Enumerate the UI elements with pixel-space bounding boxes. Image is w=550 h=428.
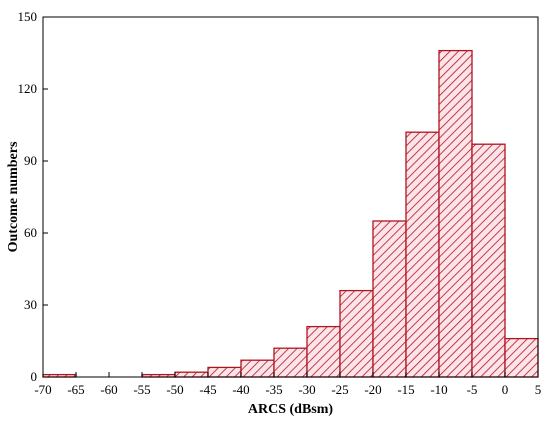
x-tick-label: -20: [364, 382, 381, 397]
x-tick-label: -35: [265, 382, 282, 397]
x-tick-label: -60: [100, 382, 117, 397]
histogram-bar: [207, 366, 242, 378]
histogram-bar: [504, 337, 539, 378]
x-tick-label: -15: [397, 382, 414, 397]
ticks-group: -70 -65 -60 -55 -50 -45 -40 -35 -30 -25 -20 -15 -10-…: [18, 9, 542, 397]
x-tick-label: -55: [133, 382, 150, 397]
bars-group: [42, 49, 539, 378]
histogram-bar: [372, 220, 407, 378]
histogram-bar: [339, 289, 374, 378]
y-tick-label: 120: [18, 81, 38, 96]
y-axis-title: Outcome numbers: [6, 141, 21, 252]
x-tick-label: -40: [232, 382, 249, 397]
histogram-bar: [174, 371, 209, 378]
plot-frame: [42, 16, 539, 378]
histogram-bar: [405, 131, 440, 378]
x-tick-label: 0: [502, 382, 509, 397]
x-tick-label: -30: [298, 382, 315, 397]
histogram-bar: [471, 143, 506, 378]
x-tick-label: -50: [166, 382, 183, 397]
y-tick-label: 30: [24, 297, 37, 312]
x-tick-label: -45: [199, 382, 216, 397]
histogram-bar: [240, 359, 275, 378]
x-tick-label: 5: [535, 382, 542, 397]
histogram-bar: [438, 49, 473, 378]
x-axis-title: ARCS (dBsm): [248, 402, 334, 417]
x-tick-label: -65: [67, 382, 84, 397]
x-tick-label: -70: [34, 382, 51, 397]
y-tick-label: 60: [24, 225, 37, 240]
histogram-bar: [306, 325, 341, 378]
y-tick-label: 150: [18, 9, 38, 24]
histogram-bar: [273, 347, 308, 378]
y-tick-label: 0: [31, 369, 38, 384]
y-tick-label: 90: [24, 153, 37, 168]
x-tick-label: -10: [430, 382, 447, 397]
x-tick-label: -25: [331, 382, 348, 397]
x-tick-label: -5: [467, 382, 478, 397]
